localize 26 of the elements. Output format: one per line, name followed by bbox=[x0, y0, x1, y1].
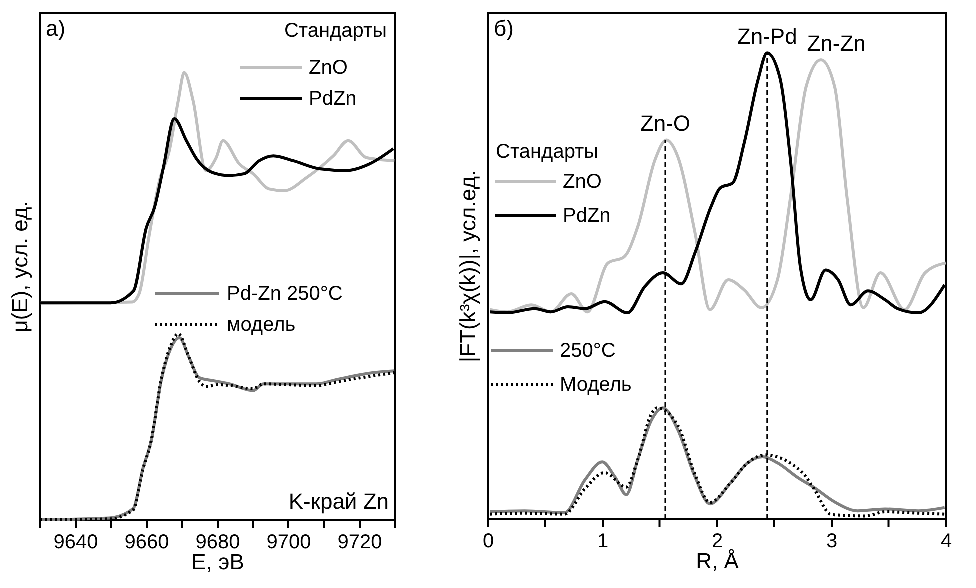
legend-label: 250°C bbox=[560, 340, 616, 362]
text: б) bbox=[494, 16, 514, 41]
x-tick-label: 9640 bbox=[54, 532, 98, 554]
annotation: Zn-O bbox=[640, 111, 691, 136]
legend-label: PdZn bbox=[563, 205, 611, 227]
legend-title: Стандарты bbox=[284, 20, 387, 42]
annotation: K-край Zn bbox=[288, 489, 389, 514]
legend-label: Модель bbox=[560, 374, 632, 396]
legend-label: PdZn bbox=[309, 88, 357, 110]
x-tick-label: 9660 bbox=[124, 532, 170, 554]
annotation: Zn-Zn bbox=[807, 31, 866, 56]
legend-title: Стандарты bbox=[496, 141, 599, 163]
y-axis-title: μ(E), усл. ед. bbox=[8, 201, 32, 333]
text: а) bbox=[46, 16, 66, 41]
legend-label: Pd-Zn 250°C bbox=[227, 283, 343, 305]
x-tick-label: 9720 bbox=[338, 532, 382, 554]
annotation: Zn-Pd bbox=[737, 24, 798, 50]
legend-label: ZnO bbox=[563, 171, 602, 193]
x-tick-label: 1 bbox=[597, 530, 609, 552]
legend-label: ZnO bbox=[309, 57, 348, 79]
y-axis-title: |FT(k³χ(k))|, усл.ед. bbox=[456, 170, 480, 363]
x-tick-label: 0 bbox=[482, 530, 494, 552]
legend-label: модель bbox=[227, 314, 296, 336]
x-tick-label: 4 bbox=[940, 530, 952, 552]
x-tick-label: 9700 bbox=[266, 532, 312, 554]
x-tick-label: 3 bbox=[826, 530, 838, 552]
